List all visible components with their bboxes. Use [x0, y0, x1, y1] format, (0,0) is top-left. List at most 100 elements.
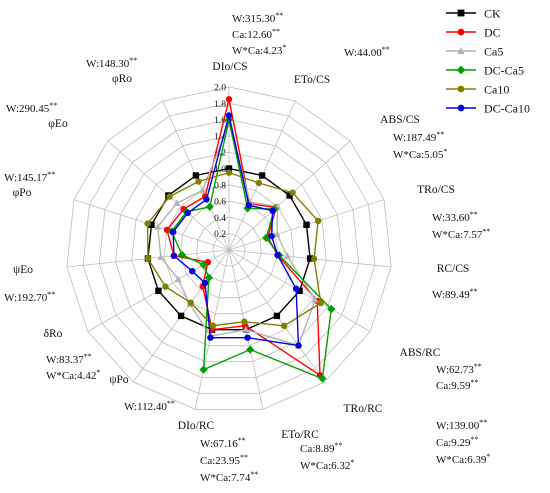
series-dc-ca5: [167, 115, 336, 383]
legend-label: CK: [484, 7, 501, 21]
point-dc-ca10-11: [189, 268, 196, 275]
point-ck-10: [177, 312, 185, 320]
axis-label-1: DIo/CS: [212, 61, 247, 73]
point-ca5-14: [173, 199, 181, 206]
stat-2: W:44.00**: [344, 45, 390, 59]
legend-item-ck: CK: [446, 7, 501, 21]
tick-label-2: 0.4: [214, 214, 226, 224]
stat-value: W:187.49: [393, 132, 437, 144]
point-ca10-3: [289, 189, 296, 196]
point-ca10-11: [162, 283, 169, 290]
axis-labels: DIo/CS ETo/CS ABS/CS TRo/CS RC/CS ABS/RC TRo/R…: [13, 61, 470, 441]
point-dc-ca5-7: [318, 374, 327, 383]
significance-mark: **: [47, 290, 55, 299]
point-dc-ca5-6: [327, 304, 336, 314]
stat-value: W:145.17: [4, 172, 48, 184]
grid-ring-1: [212, 233, 246, 267]
stat-5: W:89.49**: [432, 287, 478, 301]
stat-value: W:290.45: [6, 103, 50, 115]
stat-line: W:148.30**: [86, 56, 137, 70]
stat-13: W:145.17**: [4, 170, 55, 184]
grid-ring-10: [66, 86, 392, 410]
stat-value: W*Ca:7.57: [432, 229, 483, 241]
stat-line: W:62.73**: [436, 362, 482, 376]
point-ca10-4: [314, 217, 322, 225]
grid-ring-9: [82, 102, 376, 394]
point-ca5-8: [242, 325, 250, 333]
point-ca5-15: [199, 186, 206, 194]
point-dc-ca10-13: [170, 228, 177, 236]
axis-label-9: DIo/RC: [178, 420, 215, 432]
stat-6: W:62.73** Ca:9.59**: [436, 362, 482, 392]
point-ca10-15: [195, 178, 202, 185]
axis-label-5: RC/CS: [437, 263, 470, 275]
point-ca5-6: [311, 295, 319, 303]
tick-label-9: 1.8: [214, 100, 226, 110]
point-dc-ca10-15: [203, 196, 210, 203]
point-ck-5: [306, 255, 314, 262]
point-dc-ca10-4: [268, 232, 275, 240]
series-ca10: [144, 169, 324, 329]
significance-mark: **: [482, 227, 490, 236]
stat-value: W:139.00: [436, 420, 480, 432]
point-dc-ca10-3: [269, 207, 276, 214]
axis-label-10: ψPo: [109, 374, 129, 386]
stat-line: W:89.49**: [432, 287, 478, 301]
tick-label-10: 2.0: [214, 84, 226, 94]
significance-mark: **: [471, 378, 479, 387]
significance-mark: **: [240, 453, 248, 462]
stat-line: Ca:9.59**: [436, 378, 479, 392]
grid-ring-2: [196, 216, 262, 283]
stat-value: W*Ca:6.32: [300, 460, 350, 472]
point-ca5-5: [283, 252, 291, 259]
stat-line: W:67.16**: [200, 436, 246, 450]
axis-label-2: ETo/CS: [294, 74, 330, 86]
stat-10: W:112.40**: [124, 399, 175, 413]
point-dc-ca10-7: [295, 342, 302, 349]
significance-mark: **: [129, 56, 137, 65]
series-dc-ca10: [170, 112, 302, 349]
grid-ring-8: [98, 119, 360, 379]
legend-marker: [457, 28, 465, 36]
point-dc-ca5-10: [204, 273, 213, 282]
point-ca10-14: [166, 193, 173, 200]
stat-line: Ca:12.60**: [232, 27, 280, 41]
significance-mark: **: [471, 435, 479, 444]
point-dc-ca10-10: [201, 279, 209, 287]
point-ca5-11: [174, 275, 182, 283]
point-dc-ca10-5: [274, 251, 281, 259]
stat-3: W:187.49** W*Ca:5.05*: [393, 130, 447, 161]
point-dc-ca5-9: [199, 365, 208, 374]
point-ck-2: [258, 172, 266, 179]
point-ck-1: [225, 165, 233, 172]
stat-9: W:67.16**Ca:23.95**W*Ca:7.74**: [200, 436, 258, 484]
axis-label-15: φRo: [112, 73, 132, 85]
point-ca5-12: [157, 253, 165, 260]
stat-line: W*Ca:7.57**: [432, 227, 490, 241]
series-line-dc-ca10: [172, 115, 300, 347]
axis-label-12: ψEo: [13, 264, 33, 276]
stat-value: Ca:9.59: [436, 380, 471, 392]
point-ca5-4: [273, 230, 281, 238]
significance-mark: **: [167, 399, 175, 408]
point-ck-3: [286, 192, 293, 199]
stat-line: W*Ca:6.32*: [300, 458, 354, 472]
tick-label-3: 0.6: [214, 198, 226, 208]
significance-mark: **: [47, 170, 55, 179]
point-ck-6: [296, 287, 303, 294]
legend-label: DC-Ca10: [484, 102, 530, 116]
stat-value: Ca:9.29: [436, 437, 471, 449]
stat-15: W:148.30**: [86, 56, 137, 70]
axis-label-7: TRo/RC: [344, 403, 383, 415]
point-ca10-9: [209, 322, 217, 329]
stat-line: W:44.00**: [344, 45, 390, 59]
radar-series: [144, 96, 336, 383]
legend-marker: [457, 46, 465, 55]
axis-label-3: ABS/CS: [380, 114, 420, 126]
point-ca10-8: [241, 318, 248, 325]
axis-label-8: ETo/RC: [281, 429, 319, 441]
point-ca10-10: [187, 299, 194, 306]
point-ca10-5: [310, 255, 318, 263]
stat-value: W*Ca:6.39: [436, 454, 487, 466]
